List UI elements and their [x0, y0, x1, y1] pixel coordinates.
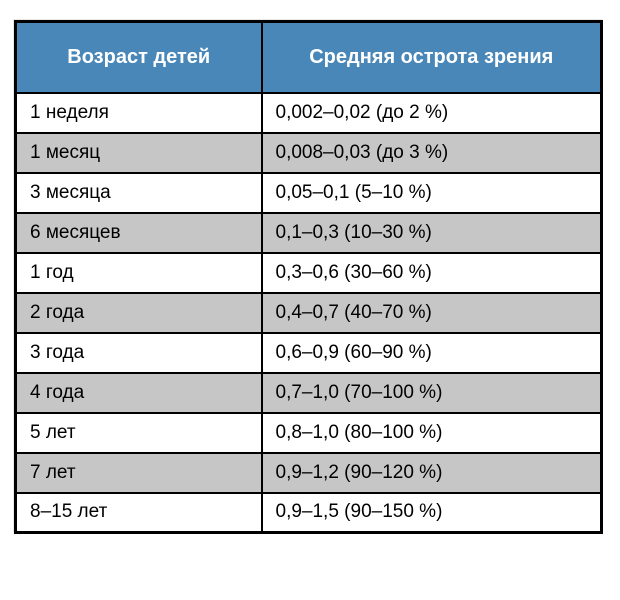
acuity-cell: 0,9–1,5 (90–150 %): [260, 491, 603, 534]
table-row: 6 месяцев 0,1–0,3 (10–30 %): [14, 211, 603, 254]
vision-acuity-table: Возраст детей Средняя острота зрения 1 н…: [14, 20, 603, 534]
table-row: 1 неделя 0,002–0,02 (до 2 %): [14, 91, 603, 134]
table-row: 8–15 лет 0,9–1,5 (90–150 %): [14, 491, 603, 534]
acuity-cell: 0,7–1,0 (70–100 %): [260, 371, 603, 414]
table-header: Возраст детей Средняя острота зрения: [14, 20, 603, 94]
acuity-cell: 0,002–0,02 (до 2 %): [260, 91, 603, 134]
acuity-cell: 0,1–0,3 (10–30 %): [260, 211, 603, 254]
acuity-cell: 0,05–0,1 (5–10 %): [260, 171, 603, 214]
age-cell: 2 года: [14, 291, 263, 334]
acuity-cell: 0,9–1,2 (90–120 %): [260, 451, 603, 494]
table-row: 7 лет 0,9–1,2 (90–120 %): [14, 451, 603, 494]
age-cell: 3 месяца: [14, 171, 263, 214]
age-cell: 1 неделя: [14, 91, 263, 134]
age-cell: 8–15 лет: [14, 491, 263, 534]
table-row: 3 месяца 0,05–0,1 (5–10 %): [14, 171, 603, 214]
vision-acuity-table-container: Возраст детей Средняя острота зрения 1 н…: [14, 20, 603, 534]
table-body: 1 неделя 0,002–0,02 (до 2 %) 1 месяц 0,008–…: [14, 91, 603, 534]
acuity-cell: 0,8–1,0 (80–100 %): [260, 411, 603, 454]
table-row: 2 года 0,4–0,7 (40–70 %): [14, 291, 603, 334]
age-cell: 7 лет: [14, 451, 263, 494]
acuity-cell: 0,3–0,6 (30–60 %): [260, 251, 603, 294]
table-row: 1 год 0,3–0,6 (30–60 %): [14, 251, 603, 294]
table-row: 3 года 0,6–0,9 (60–90 %): [14, 331, 603, 374]
acuity-cell: 0,6–0,9 (60–90 %): [260, 331, 603, 374]
age-cell: 1 месяц: [14, 131, 263, 174]
acuity-cell: 0,008–0,03 (до 3 %): [260, 131, 603, 174]
table-row: 4 года 0,7–1,0 (70–100 %): [14, 371, 603, 414]
age-cell: 1 год: [14, 251, 263, 294]
table-row: 5 лет 0,8–1,0 (80–100 %): [14, 411, 603, 454]
age-cell: 4 года: [14, 371, 263, 414]
age-cell: 6 месяцев: [14, 211, 263, 254]
age-cell: 5 лет: [14, 411, 263, 454]
header-row: Возраст детей Средняя острота зрения: [14, 20, 603, 94]
column-header-age: Возраст детей: [14, 20, 263, 94]
age-cell: 3 года: [14, 331, 263, 374]
column-header-acuity: Средняя острота зрения: [260, 20, 603, 94]
table-row: 1 месяц 0,008–0,03 (до 3 %): [14, 131, 603, 174]
acuity-cell: 0,4–0,7 (40–70 %): [260, 291, 603, 334]
